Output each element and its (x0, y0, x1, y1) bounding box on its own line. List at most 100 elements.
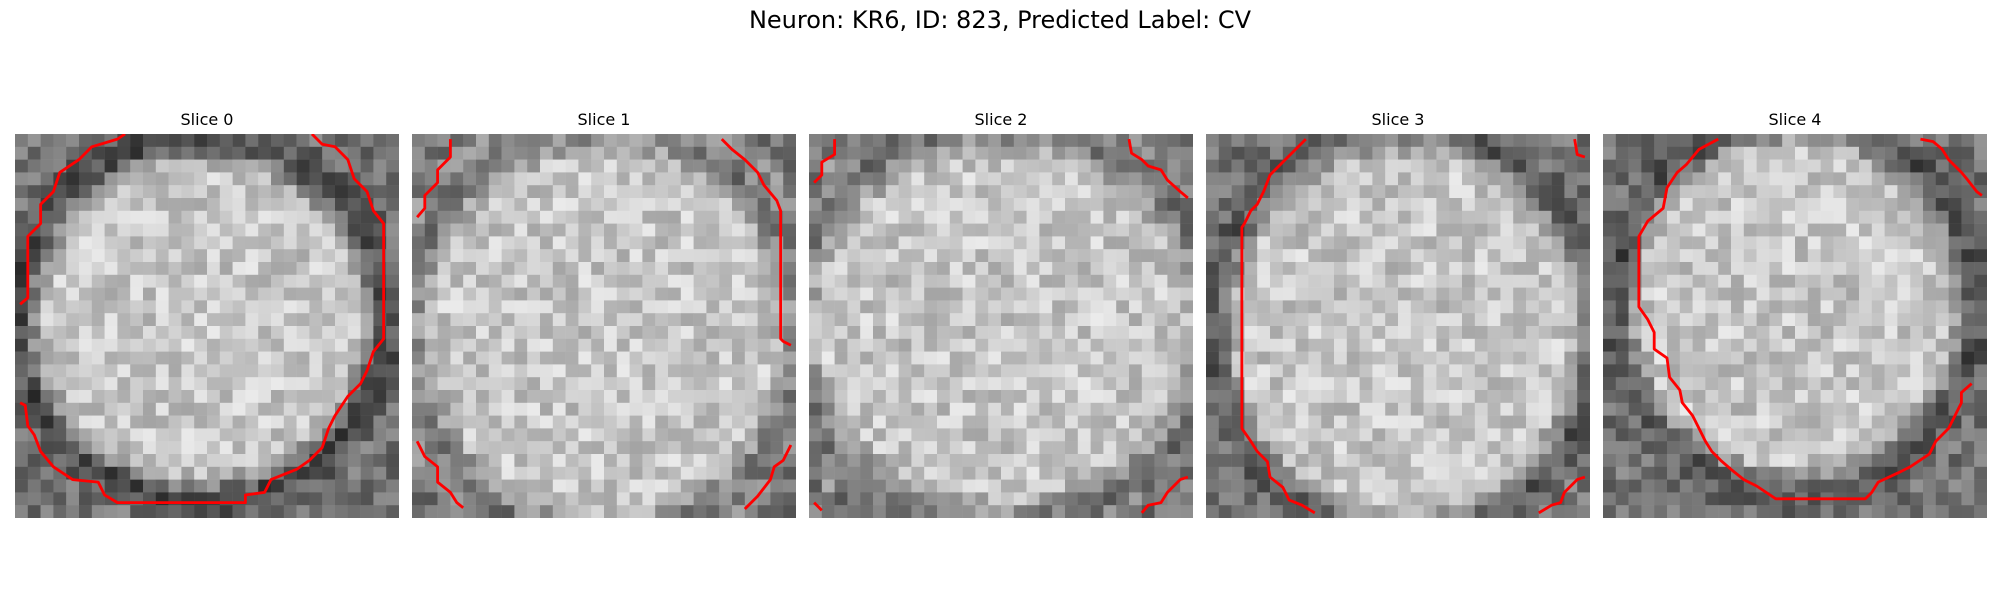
pixel-cell (1705, 505, 1719, 518)
pixel-cell (988, 390, 1002, 404)
pixel-cell (347, 210, 361, 224)
pixel-cell (1487, 441, 1501, 455)
pixel-cell (1359, 402, 1373, 416)
pixel-cell (1218, 262, 1232, 276)
pixel-cell (1308, 223, 1322, 237)
pixel-cell (552, 313, 566, 327)
pixel-cell (1564, 185, 1578, 199)
pixel-cell (463, 492, 477, 506)
pixel-cell (629, 326, 643, 340)
pixel-cell (783, 210, 796, 224)
pixel-cell (1935, 479, 1949, 493)
pixel-cell (757, 300, 771, 314)
pixel-cell (1154, 223, 1168, 237)
pixel-cell (975, 198, 989, 212)
pixel-cell (437, 236, 451, 250)
pixel-cell (1077, 326, 1091, 340)
pixel-cell (1449, 326, 1463, 340)
pixel-cell (1603, 134, 1617, 148)
pixel-cell (809, 364, 823, 378)
pixel-cell (744, 198, 758, 212)
pixel-cell (1974, 300, 1987, 314)
pixel-cell (1667, 326, 1681, 340)
pixel-cell (1718, 313, 1732, 327)
pixel-cell (1564, 390, 1578, 404)
pixel-cell (834, 492, 848, 506)
pixel-cell (219, 479, 233, 493)
pixel-cell (680, 338, 694, 352)
pixel-cell (322, 390, 336, 404)
pixel-cell (1436, 351, 1450, 365)
pixel-cell (27, 377, 41, 391)
pixel-cell (207, 377, 221, 391)
pixel-cell (860, 287, 874, 301)
pixel-cell (1116, 236, 1130, 250)
pixel-cell (15, 326, 29, 340)
pixel-cell (1129, 274, 1143, 288)
pixel-cell (1398, 351, 1412, 365)
pixel-cell (616, 172, 630, 186)
pixel-cell (988, 377, 1002, 391)
pixel-cell (1039, 172, 1053, 186)
pixel-cell (1180, 249, 1193, 263)
pixel-cell (1923, 159, 1937, 173)
pixel-cell (1603, 466, 1617, 480)
pixel-cell (706, 390, 720, 404)
pixel-cell (1961, 428, 1975, 442)
pixel-cell (1807, 300, 1821, 314)
pixel-cell (1603, 185, 1617, 199)
pixel-cell (1257, 210, 1271, 224)
pixel-cell (924, 300, 938, 314)
pixel-cell (1282, 262, 1296, 276)
pixel-cell (79, 287, 93, 301)
pixel-cell (476, 198, 490, 212)
pixel-cell (1731, 134, 1745, 148)
pixel-cell (1731, 185, 1745, 199)
pixel-cell (1436, 505, 1450, 518)
pixel-cell (1039, 492, 1053, 506)
pixel-cell (1141, 364, 1155, 378)
pixel-cell (15, 134, 29, 148)
pixel-cell (1346, 172, 1360, 186)
pixel-cell (1564, 274, 1578, 288)
pixel-cell (680, 441, 694, 455)
pixel-cell (1398, 274, 1412, 288)
pixel-cell (1743, 454, 1757, 468)
pixel-cell (1065, 313, 1079, 327)
pixel-cell (245, 402, 259, 416)
pixel-cell (360, 210, 374, 224)
pixel-cell (258, 134, 272, 148)
pixel-cell (1820, 428, 1834, 442)
pixel-cell (53, 390, 67, 404)
pixel-cell (719, 428, 733, 442)
pixel-cell (1026, 428, 1040, 442)
pixel-cell (476, 159, 490, 173)
pixel-cell (1577, 134, 1590, 148)
pixel-cell (1154, 262, 1168, 276)
pixel-cell (1282, 146, 1296, 160)
pixel-cell (1346, 313, 1360, 327)
pixel-cell (1334, 364, 1348, 378)
pixel-cell (1961, 146, 1975, 160)
pixel-cell (181, 415, 195, 429)
pixel-cell (1474, 466, 1488, 480)
pixel-cell (373, 198, 387, 212)
pixel-cell (1180, 159, 1193, 173)
pixel-cell (1628, 415, 1642, 429)
pixel-cell (1705, 274, 1719, 288)
pixel-cell (283, 274, 297, 288)
pixel-cell (821, 249, 835, 263)
pixel-cell (66, 198, 80, 212)
pixel-cell (1295, 159, 1309, 173)
pixel-cell (309, 185, 323, 199)
pixel-cell (1436, 377, 1450, 391)
pixel-cell (1513, 313, 1527, 327)
pixel-cell (885, 159, 899, 173)
pixel-cell (1884, 300, 1898, 314)
pixel-cell (706, 236, 720, 250)
pixel-cell (360, 262, 374, 276)
pixel-cell (540, 338, 554, 352)
pixel-cell (706, 185, 720, 199)
pixel-cell (578, 262, 592, 276)
pixel-cell (937, 351, 951, 365)
